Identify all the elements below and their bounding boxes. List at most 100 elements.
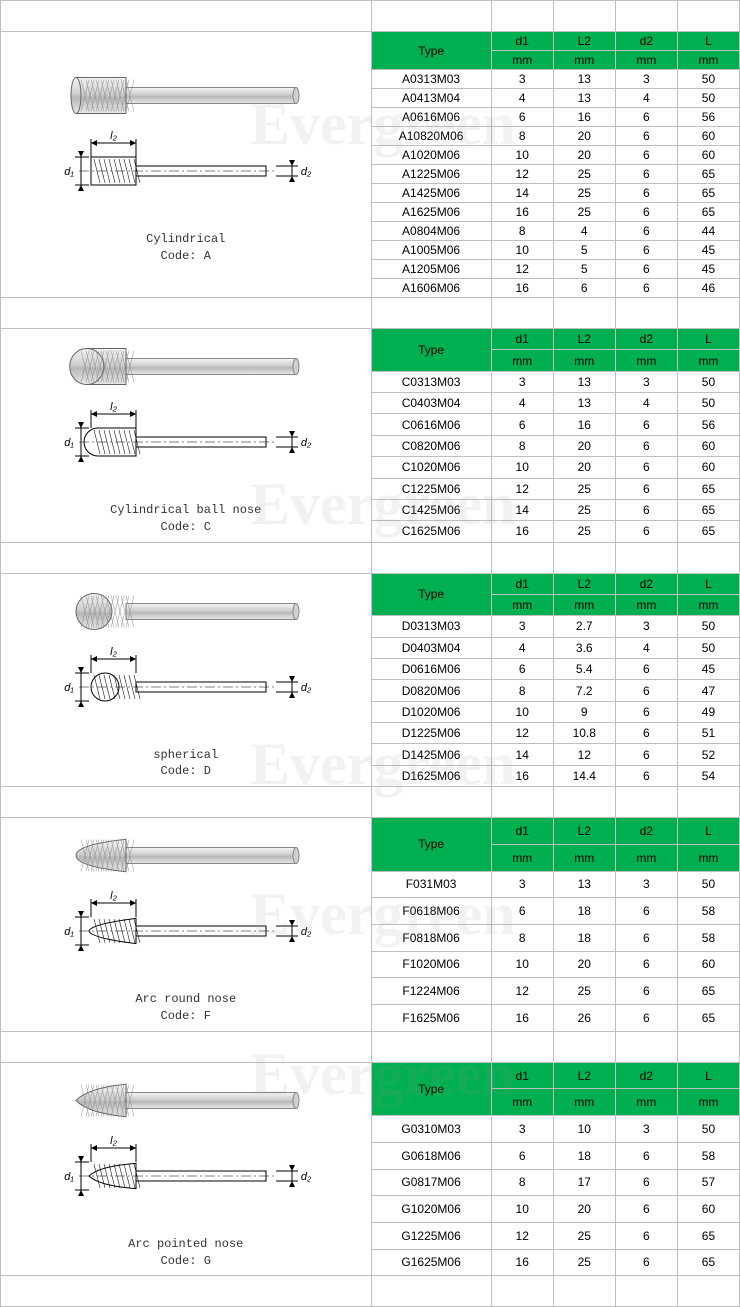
cell: 4 [615,393,677,414]
cell: 16 [491,765,553,786]
cell: C1020M06 [371,457,491,478]
cell: 6 [491,108,553,127]
cell: A0413M04 [371,89,491,108]
section-image-D: l₂ d₁ d₂ spherical Code: D [1,573,372,787]
cell: F031M03 [371,871,491,898]
col-unit: mm [553,1089,615,1116]
cell: 54 [677,765,739,786]
cell: 8 [491,222,553,241]
cell: 5 [553,260,615,279]
cell: 6 [553,279,615,298]
cell: 10.8 [553,723,615,744]
svg-text:d₁: d₁ [64,682,74,694]
cell: C0820M06 [371,435,491,456]
cell: 25 [553,1249,615,1276]
cell: 58 [677,898,739,925]
cell: 8 [491,924,553,951]
cell: 65 [677,1005,739,1032]
col-d1: d1 [491,32,553,51]
cell: A0313M03 [371,70,491,89]
col-unit: mm [491,1089,553,1116]
col-unit: mm [615,844,677,871]
cell: 13 [553,70,615,89]
cell: 10 [553,1116,615,1143]
section-image-A: l₂ d₁ d₂ Cylindrical Code: A [1,32,372,298]
cell: C1425M06 [371,499,491,520]
cell: 56 [677,414,739,435]
cell: 6 [615,241,677,260]
diagram-d: l₂ d₁ d₂ [36,580,336,747]
cell: G0817M06 [371,1169,491,1196]
cell: 60 [677,127,739,146]
svg-text:l₂: l₂ [110,1135,117,1147]
cell: 65 [677,203,739,222]
svg-text:l₂: l₂ [110,890,117,902]
col-L: L [677,32,739,51]
cell: C0313M03 [371,371,491,392]
cell: 18 [553,1142,615,1169]
cell: 6 [615,1169,677,1196]
col-d2: d2 [615,32,677,51]
col-type: Type [371,329,491,372]
cell: 65 [677,165,739,184]
col-unit: mm [615,350,677,371]
cell: 12 [491,1222,553,1249]
cell: 6 [615,203,677,222]
spec-sheet: l₂ d₁ d₂ Cylindrical Code: A Typed1L2d2L… [0,0,740,1307]
col-unit: mm [553,594,615,615]
cell: F1224M06 [371,978,491,1005]
col-unit: mm [553,844,615,871]
cell: D0403M04 [371,637,491,658]
cell: 20 [553,1196,615,1223]
col-unit: mm [553,350,615,371]
col-unit: mm [615,1089,677,1116]
cell: 65 [677,521,739,542]
cell: 65 [677,184,739,203]
cell: 13 [553,393,615,414]
cell: 57 [677,1169,739,1196]
cell: 45 [677,241,739,260]
cell: 5 [553,241,615,260]
cell: 56 [677,108,739,127]
cell: 50 [677,871,739,898]
cell: 4 [491,637,553,658]
cell: C1625M06 [371,521,491,542]
cell: C1225M06 [371,478,491,499]
cell: 6 [615,146,677,165]
cell: 65 [677,1249,739,1276]
cell: 51 [677,723,739,744]
cell: 6 [615,701,677,722]
cell: 10 [491,457,553,478]
cell: 6 [615,765,677,786]
cell: C0403M04 [371,393,491,414]
col-unit: mm [491,844,553,871]
cell: 7.2 [553,680,615,701]
cell: 14 [491,744,553,765]
cell: 50 [677,89,739,108]
cell: 65 [677,478,739,499]
cell: A1606M06 [371,279,491,298]
cell: 3 [491,371,553,392]
cell: G1020M06 [371,1196,491,1223]
cell: A1005M06 [371,241,491,260]
col-d1: d1 [491,573,553,594]
cell: A1425M06 [371,184,491,203]
diagram-c: l₂ d₁ d₂ [36,335,336,502]
cell: 10 [491,1196,553,1223]
cell: 6 [615,723,677,744]
cell: 10 [491,951,553,978]
cell: 65 [677,1222,739,1249]
cell: 16 [491,203,553,222]
cell: F1020M06 [371,951,491,978]
cell: A1225M06 [371,165,491,184]
cell: F0818M06 [371,924,491,951]
cell: 6 [491,898,553,925]
cell: 4 [491,393,553,414]
cell: 60 [677,435,739,456]
svg-text:l₂: l₂ [110,130,117,142]
cell: 65 [677,978,739,1005]
cell: 16 [491,521,553,542]
cell: 3 [615,70,677,89]
cell: 3 [615,371,677,392]
cell: 45 [677,260,739,279]
